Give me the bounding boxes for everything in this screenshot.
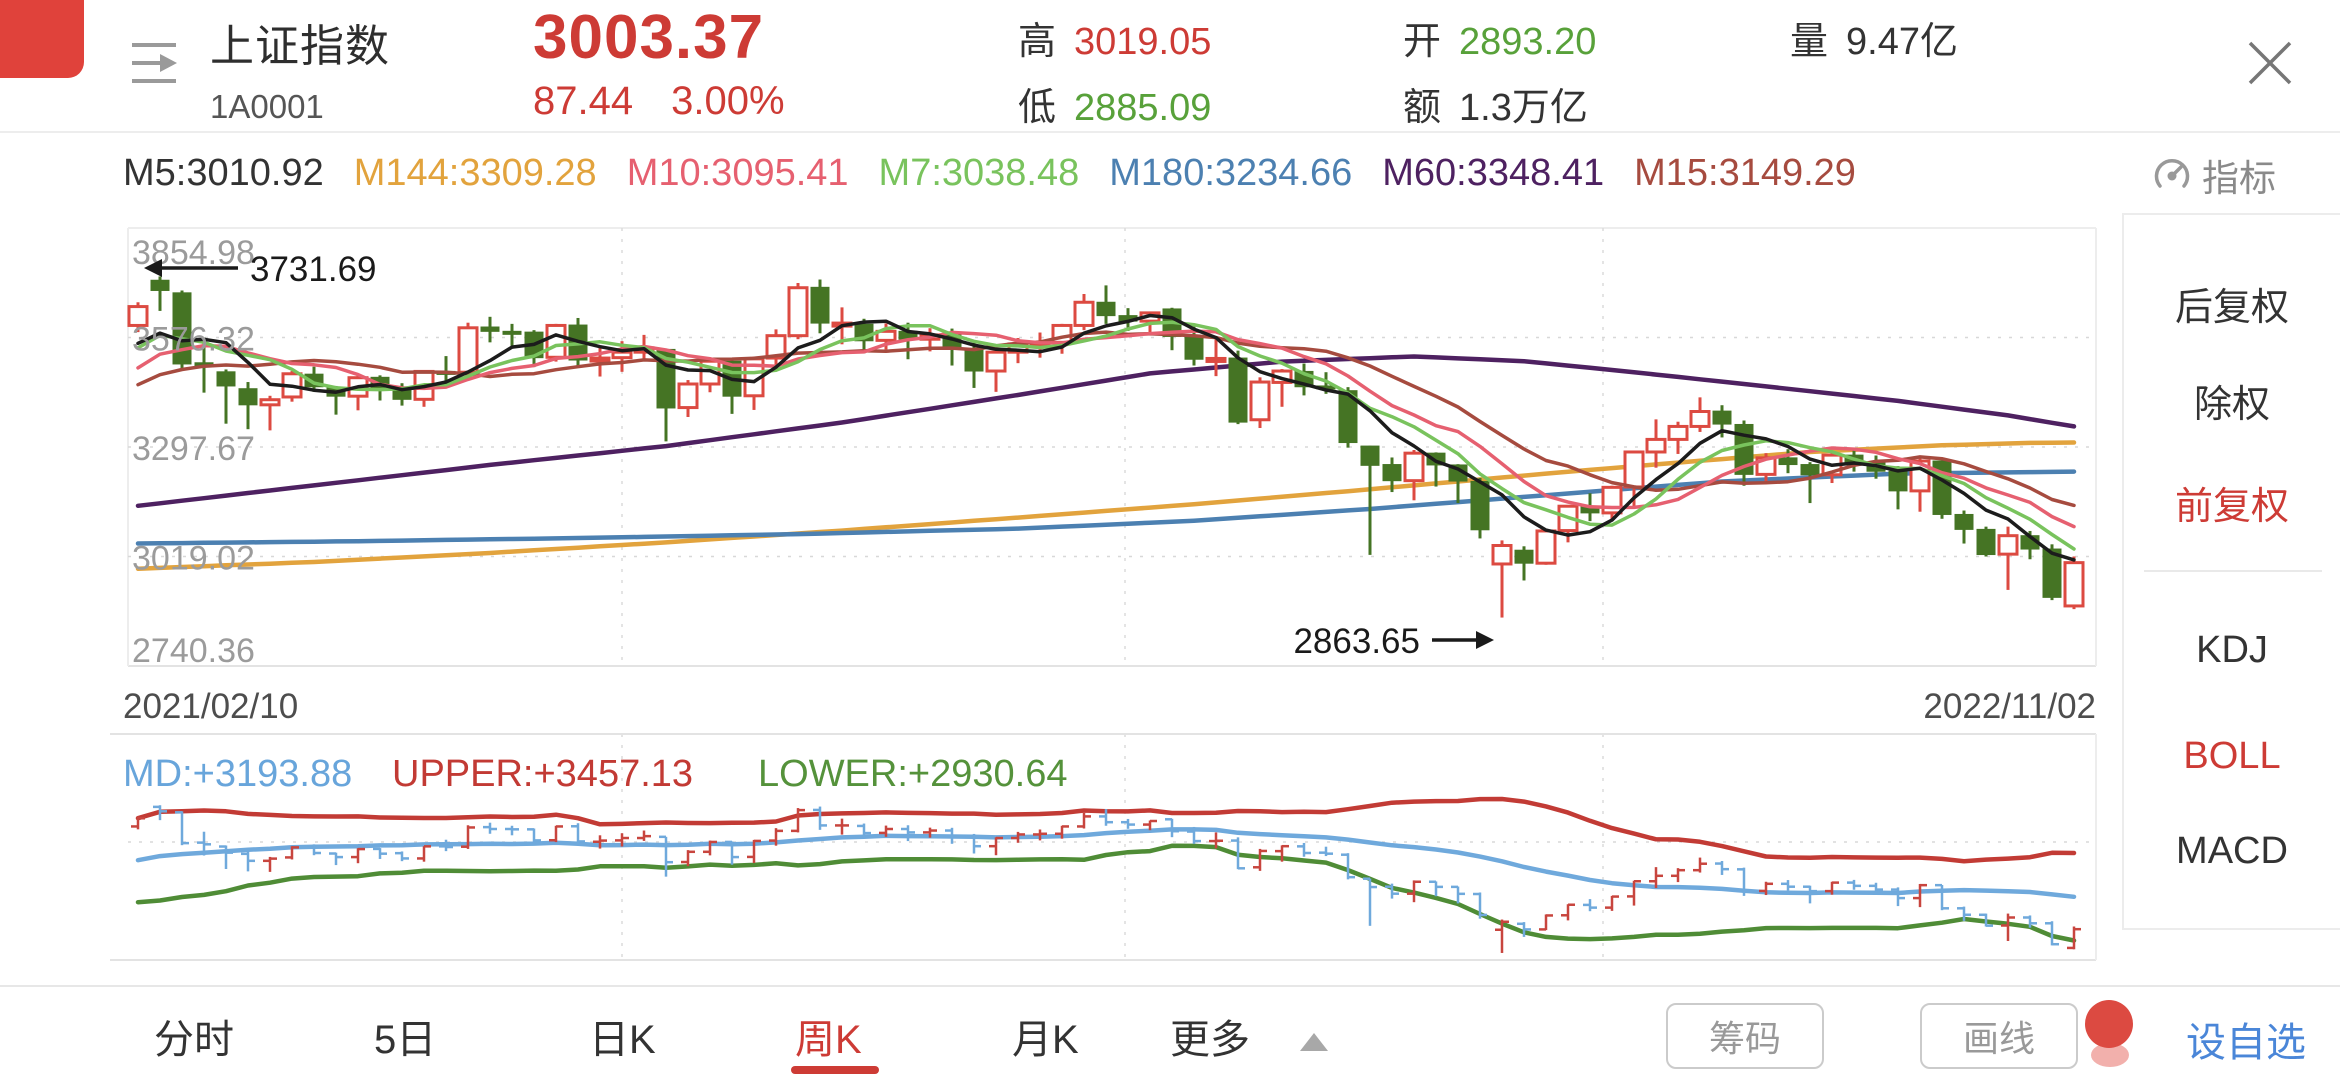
stat-low-label: 低 (1018, 87, 1057, 129)
date-end: 2022/11/02 (1923, 687, 2096, 726)
switch-stock-icon[interactable] (130, 38, 182, 88)
y-axis-tick: 3019.02 (132, 539, 255, 577)
ma-legend-row: M5:3010.92 M144:3309.28 M10:3095.41 M7:3038… (123, 152, 1856, 195)
stat-volume: 量 9.47亿 (1790, 10, 1958, 65)
tab-周K[interactable]: 周K (795, 1018, 862, 1062)
stat-high: 高 3019.05 (1018, 10, 1211, 65)
stat-open-label: 开 (1403, 21, 1442, 63)
tab-5日[interactable]: 5日 (374, 1018, 437, 1062)
ma-label: M144:3309.28 (353, 152, 597, 194)
annotation-high: 3731.69 (250, 250, 377, 289)
add-watchlist-button[interactable]: 设自选 (2186, 1021, 2306, 1065)
stat-volume-label: 量 (1790, 21, 1829, 63)
stock-name: 上证指数 (210, 22, 390, 71)
header-divider (0, 131, 2340, 133)
ma-label: M10:3095.41 (626, 152, 849, 194)
stat-amount: 额 1.3万亿 (1403, 76, 1588, 131)
close-icon[interactable] (2243, 36, 2297, 90)
tab-更多[interactable]: 更多 (1170, 1018, 1250, 1062)
stat-volume-value: 9.47亿 (1846, 21, 1958, 63)
price-block: 3003.37 87.44 3.00% (533, 2, 785, 124)
sidebar-item-前复权[interactable]: 前复权 (2174, 486, 2289, 528)
stock-code: 1A0001 (210, 88, 324, 125)
sidebar-item-除权[interactable]: 除权 (2193, 384, 2270, 426)
sidebar-item-MACD[interactable]: MACD (2176, 830, 2288, 872)
price-change-row: 87.44 3.00% (533, 79, 785, 124)
indicator-toggle-button[interactable]: 指标 (2152, 148, 2276, 202)
ma-label: M5:3010.92 (123, 152, 324, 194)
sidebar-item-后复权[interactable]: 后复权 (2174, 287, 2289, 329)
price-change: 87.44 (533, 79, 634, 123)
stat-low-value: 2885.09 (1074, 87, 1212, 129)
annotation-low: 2863.65 (1293, 622, 1420, 661)
stat-open-value: 2893.20 (1459, 21, 1597, 63)
active-tab-underline (791, 1066, 879, 1074)
boll-label: LOWER:+2930.64 (758, 753, 1067, 795)
stat-open: 开 2893.20 (1403, 10, 1596, 65)
last-price: 3003.37 (533, 3, 765, 72)
ma-label: M180:3234.66 (1109, 152, 1353, 194)
date-start: 2021/02/10 (123, 687, 298, 726)
red-dot-icon[interactable] (2085, 1000, 2133, 1048)
stat-low: 低 2885.09 (1018, 76, 1211, 131)
stat-high-value: 3019.05 (1074, 21, 1212, 63)
app-corner-block (0, 0, 84, 78)
sidebar-item-KDJ[interactable]: KDJ (2196, 629, 2268, 671)
y-axis-tick: 2740.36 (132, 632, 255, 670)
stat-high-label: 高 (1018, 21, 1057, 63)
gauge-icon (2154, 158, 2190, 188)
draw-line-button[interactable]: 画线 (1920, 1003, 2078, 1069)
y-axis-tick: 3297.67 (132, 430, 255, 468)
sidebar-indicator-panel: 后复权除权前复权 KDJ BOLL MACD (2122, 213, 2340, 930)
boll-label: MD:+3193.88 (123, 753, 352, 795)
stock-title-block: 上证指数 1A0001 (210, 10, 390, 126)
tab-日K[interactable]: 日K (589, 1018, 656, 1062)
bottom-tab-bar: 分时 5日 日K 周K 月K 更多 筹码 画线 设自选 (0, 985, 2340, 1080)
y-axis-tick: 3576.32 (132, 321, 255, 359)
indicator-toggle-label: 指标 (2202, 158, 2276, 199)
ma-label: M7:3038.48 (878, 152, 1080, 194)
stat-amount-label: 额 (1403, 87, 1442, 129)
sidebar-divider (2144, 570, 2322, 572)
boll-label: UPPER:+3457.13 (392, 753, 693, 795)
tab-月K[interactable]: 月K (1012, 1018, 1079, 1062)
tab-分时[interactable]: 分时 (154, 1018, 234, 1062)
sidebar-item-BOLL[interactable]: BOLL (2183, 735, 2281, 777)
ma-label: M60:3348.41 (1382, 152, 1605, 194)
more-caret-icon[interactable] (1300, 1033, 1328, 1051)
price-change-percent: 3.00% (671, 79, 785, 123)
chips-button[interactable]: 筹码 (1666, 1003, 1824, 1069)
ma-label: M15:3149.29 (1634, 152, 1856, 194)
stat-amount-value: 1.3万亿 (1459, 87, 1588, 129)
kline-chart[interactable]: 3854.983576.323297.673019.022740.363731.… (0, 213, 2122, 985)
